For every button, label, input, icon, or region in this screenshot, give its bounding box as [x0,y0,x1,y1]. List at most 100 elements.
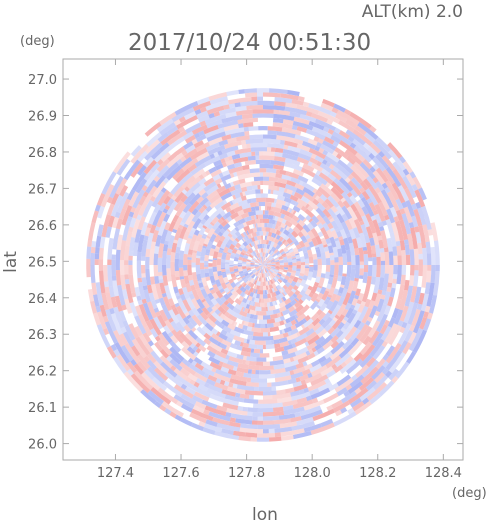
radar-gate [202,233,208,238]
radar-gate [178,267,184,277]
radar-gate [239,291,246,298]
radar-gate [251,232,257,238]
radar-gate [265,248,269,254]
radar-gate [318,243,325,253]
radar-gate [322,98,335,108]
radar-gate [87,240,93,247]
radar-gate [259,264,263,268]
radar-gate [205,142,220,152]
radar-gate [334,314,340,320]
radar-gate [263,151,275,157]
radar-gate [319,194,328,202]
radar-gate [132,189,146,209]
radar-gate [296,331,301,337]
radar-gate [176,400,184,408]
radar-gate [174,292,180,297]
radar-gate [141,273,146,278]
radar-gate [254,275,258,281]
radar-gate [263,264,268,265]
radar-gate [219,296,227,303]
radar-gate [334,210,340,216]
radar-gate [264,210,269,215]
radar-gate [359,261,365,265]
radar-gate [276,284,282,290]
radar-gate [274,289,281,296]
radar-gate [302,218,307,223]
radar-gate [179,276,185,280]
radar-gate [110,194,124,217]
radar-gate [164,230,173,242]
radar-gate [295,297,300,302]
radar-gate [259,256,262,262]
radar-gate [263,264,266,269]
radar-gate [255,369,260,375]
radar-gate [155,234,162,247]
radar-gate [265,244,268,249]
radar-gate [120,326,127,334]
radar-gate [237,264,242,265]
radar-gate [240,186,248,193]
radar-gate [212,257,218,261]
radar-gate [198,282,204,289]
radar-gate [296,259,301,262]
radar-gate [283,240,289,246]
radar-gate [401,250,406,256]
radar-gate [111,259,117,276]
radar-gate [310,312,320,322]
radar-gate [368,152,376,160]
radar-gate [267,265,272,267]
radar-gate [284,283,290,288]
radar-gate [191,385,211,398]
radar-gate [331,107,339,114]
radar-gate [242,406,249,412]
radar-gate [292,264,297,267]
radar-gate [299,272,305,277]
radar-gate [376,256,381,265]
radar-gate [291,343,297,349]
radar-gate [195,264,201,275]
radar-gate [257,244,261,249]
radar-gate [279,320,285,326]
radar-gate [250,206,256,212]
radar-gate [259,264,263,268]
radar-gate [311,215,320,224]
radar-gate [255,231,260,237]
radar-gate [275,294,281,301]
radar-gate [311,237,319,247]
radar-gate [279,288,283,293]
radar-gate [409,171,417,179]
radar-gate [221,272,227,278]
radar-gate [263,210,265,215]
radar-gate [187,290,193,295]
radar-gate [385,180,400,201]
radar-gate [244,284,249,289]
radar-gate [205,248,211,254]
radar-gate [320,102,334,112]
radar-gate [310,153,317,160]
radar-gate [252,279,256,284]
radar-gate [220,366,230,374]
radar-gate [249,291,254,297]
radar-gate [393,309,404,325]
radar-gate [104,321,119,345]
radar-gate [365,275,372,292]
radar-gate [296,264,301,269]
radar-gate [182,131,194,141]
radar-gate [250,273,255,278]
radar-gate [382,273,389,292]
radar-gate [143,170,154,181]
radar-gate [347,340,363,356]
radar-gate [225,269,231,275]
radar-gate [260,252,262,257]
radar-gate [327,276,334,285]
radar-gate [182,309,189,315]
radar-gate [395,209,404,221]
radar-gate [272,355,284,362]
radar-gate [140,372,161,391]
radar-gate [258,257,262,262]
radar-gate [290,319,297,326]
radar-gate [274,343,281,349]
radar-gate [200,247,207,257]
radar-gate [290,209,295,214]
radar-gate [229,209,236,215]
